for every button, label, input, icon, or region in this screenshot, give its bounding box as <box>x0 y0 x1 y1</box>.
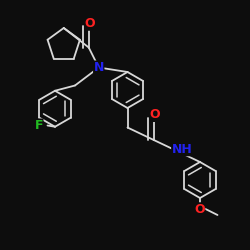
Text: O: O <box>85 17 95 30</box>
Text: NH: NH <box>172 143 192 156</box>
Text: O: O <box>194 203 205 216</box>
Text: N: N <box>94 61 104 74</box>
Text: F: F <box>34 119 43 132</box>
Text: O: O <box>150 108 160 122</box>
